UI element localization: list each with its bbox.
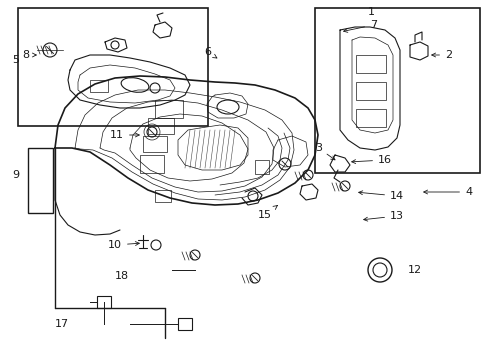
Text: 15: 15 (258, 206, 277, 220)
Bar (356, 55, 386, 73)
Bar (140, 155, 164, 173)
Text: 14: 14 (359, 191, 404, 201)
Bar (356, 109, 386, 127)
Text: 11: 11 (110, 130, 139, 140)
Bar (90, 80, 108, 92)
Text: 17: 17 (55, 319, 69, 329)
Text: 13: 13 (364, 211, 404, 221)
Bar (155, 190, 171, 202)
Text: 1: 1 (368, 7, 375, 17)
Text: 6: 6 (204, 47, 217, 58)
Bar (315, 8, 480, 173)
Text: 2: 2 (432, 50, 452, 60)
Text: 7: 7 (343, 20, 377, 32)
Bar (18, 8, 208, 126)
Text: 18: 18 (115, 271, 129, 281)
Bar (155, 100, 183, 118)
Bar (143, 136, 167, 152)
Bar (178, 318, 192, 330)
Bar (356, 82, 386, 100)
Text: 16: 16 (352, 155, 392, 165)
Text: 3: 3 (315, 143, 335, 160)
Text: 10: 10 (108, 240, 139, 250)
Bar (148, 118, 174, 134)
Text: 5: 5 (12, 55, 19, 65)
Bar (255, 160, 269, 174)
Text: 9: 9 (12, 170, 19, 180)
Text: 4: 4 (424, 187, 472, 197)
Bar (28, 148, 53, 213)
Bar (97, 296, 111, 308)
Text: 12: 12 (408, 265, 422, 275)
Text: 8: 8 (22, 50, 36, 60)
